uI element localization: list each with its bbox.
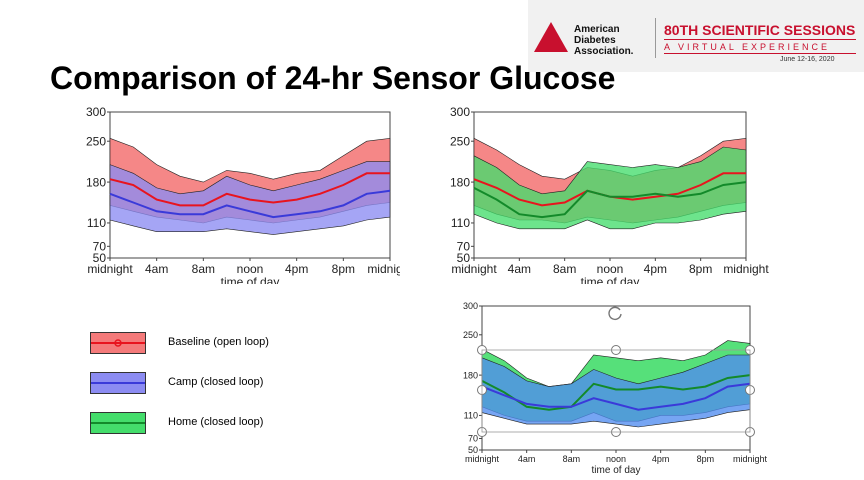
- legend-label: Home (closed loop): [168, 416, 264, 428]
- y-tick-label: 50: [457, 251, 471, 265]
- x-tick-label: 4am: [508, 262, 531, 276]
- org-line-3: Association.: [574, 46, 634, 57]
- y-tick-label: 180: [86, 175, 106, 189]
- event-title: 80TH SCIENTIFIC SESSIONS: [664, 22, 856, 38]
- x-tick-label: 4am: [518, 454, 536, 464]
- ada-logo-icon: [534, 22, 568, 52]
- legend-item: Baseline (open loop): [90, 332, 350, 356]
- x-tick-label: noon: [606, 454, 626, 464]
- rotate-handle-icon[interactable]: [608, 306, 622, 320]
- y-tick-label: 300: [86, 106, 106, 119]
- event-subtitle: A VIRTUAL EXPERIENCE: [664, 42, 831, 52]
- x-tick-label: 8am: [192, 262, 215, 276]
- x-tick-label: 8am: [553, 262, 576, 276]
- conference-header: American Diabetes Association. 80TH SCIE…: [528, 0, 864, 72]
- slide-title: Comparison of 24-hr Sensor Glucose: [50, 60, 616, 96]
- median-line-2: [109, 189, 391, 219]
- y-tick-label: 70: [93, 240, 107, 254]
- x-axis-label: time of day: [221, 275, 280, 284]
- selection-frame: [481, 349, 751, 433]
- legend-swatch: [90, 372, 146, 394]
- median-line-1: [109, 172, 390, 207]
- org-line-2: Diabetes: [574, 35, 616, 46]
- x-tick-label: 8am: [563, 454, 581, 464]
- y-tick-label: 300: [450, 106, 470, 119]
- x-tick-label: noon: [597, 262, 624, 276]
- legend-label: Camp (closed loop): [168, 376, 264, 388]
- y-tick-label: 70: [457, 240, 471, 254]
- x-tick-label: 8pm: [697, 454, 715, 464]
- x-tick-label: 4am: [145, 262, 168, 276]
- x-tick-label: 4pm: [652, 454, 670, 464]
- x-tick-label: midnight: [723, 262, 769, 276]
- x-tick-label: 8pm: [689, 262, 712, 276]
- x-tick-label: midnight: [367, 262, 400, 276]
- event-dates: June 12-16, 2020: [780, 56, 835, 63]
- x-tick-label: noon: [237, 262, 264, 276]
- x-axis-label: time of day: [581, 275, 640, 284]
- legend-item: Home (closed loop): [90, 412, 350, 436]
- iqr-band-2: [473, 146, 747, 230]
- y-tick-label: 180: [450, 175, 470, 189]
- y-tick-label: 110: [451, 216, 470, 230]
- header-rule-bottom: [664, 53, 856, 54]
- y-tick-label: 70: [468, 434, 478, 444]
- median-line-2: [473, 181, 747, 219]
- x-tick-label: midnight: [87, 262, 133, 276]
- y-tick-label: 250: [463, 330, 478, 340]
- header-rule-top: [664, 39, 856, 40]
- y-tick-label: 110: [464, 411, 478, 421]
- x-tick-label: 4pm: [644, 262, 667, 276]
- y-tick-label: 300: [463, 301, 478, 311]
- y-tick-label: 50: [93, 251, 107, 265]
- iqr-band-2: [109, 161, 391, 235]
- x-tick-label: 4pm: [285, 262, 308, 276]
- y-tick-label: 250: [450, 134, 470, 148]
- y-tick-label: 180: [463, 370, 478, 380]
- x-tick-label: 8pm: [332, 262, 355, 276]
- header-divider: [655, 18, 656, 58]
- legend-swatch: [90, 412, 146, 434]
- legend-item: Camp (closed loop): [90, 372, 350, 396]
- y-tick-label: 50: [468, 445, 478, 455]
- x-tick-label: midnight: [733, 454, 768, 464]
- x-tick-label: midnight: [451, 262, 497, 276]
- legend-swatch: [90, 332, 146, 354]
- y-tick-label: 250: [86, 134, 106, 148]
- legend-label: Baseline (open loop): [168, 336, 269, 348]
- median-line-1: [481, 374, 751, 411]
- ada-logo-text: American Diabetes Association.: [574, 24, 633, 57]
- org-line-1: American: [574, 24, 620, 35]
- x-tick-label: midnight: [465, 454, 500, 464]
- median-line-2: [481, 382, 751, 411]
- x-axis-label: time of day: [592, 465, 641, 476]
- y-tick-label: 110: [87, 216, 106, 230]
